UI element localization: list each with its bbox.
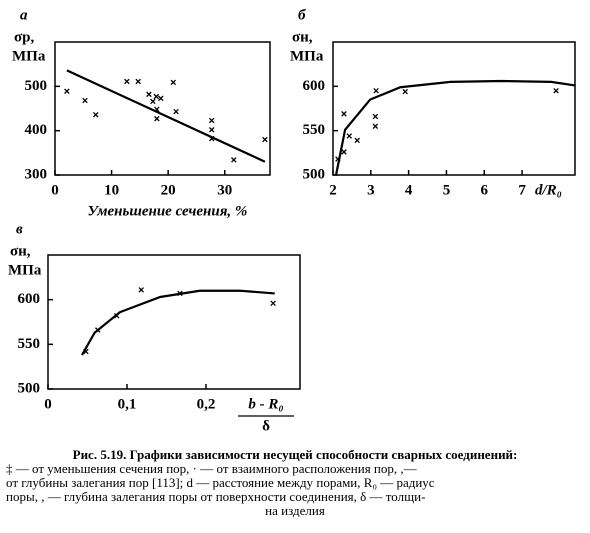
plot-frame: [47, 254, 301, 390]
x-tick-label: 7: [518, 182, 526, 198]
y-label: σр,: [14, 29, 35, 45]
x-tick-label: 0: [51, 182, 59, 198]
x-tick-label: 4: [405, 182, 413, 198]
data-point: [335, 156, 341, 162]
y-unit: МПа: [290, 48, 324, 64]
data-point: [553, 88, 559, 94]
data-point: [154, 115, 160, 122]
data-point: [83, 348, 89, 355]
caption-line: от глубины залегания пор [113]; d — расс…: [6, 475, 435, 490]
curve: [334, 79, 576, 176]
data-point: [150, 98, 156, 105]
x-label-denominator: δ: [262, 418, 270, 434]
plot-frame: [332, 41, 576, 176]
data-point: [341, 111, 347, 117]
data-point: [372, 123, 379, 129]
curve: [66, 69, 266, 163]
y-tick-label: 500: [303, 166, 326, 182]
curve: [81, 289, 275, 356]
x-tick-label: 5: [443, 182, 451, 198]
data-point: [135, 78, 141, 85]
x-tick-label: 3: [367, 182, 375, 198]
y-tick-label: 300: [25, 166, 48, 182]
x-label: d/R₀: [535, 182, 562, 198]
y-label: σн,: [10, 243, 31, 259]
data-point: [262, 136, 268, 143]
data-point: [354, 137, 360, 144]
x-tick-label: 10: [104, 182, 119, 198]
x-tick-label: 2: [329, 182, 337, 198]
data-point: [231, 157, 237, 163]
data-point: [270, 300, 276, 306]
data-point: [341, 149, 347, 155]
x-tick-label: 0,2: [197, 396, 216, 412]
data-point: [208, 135, 215, 142]
x-label: Уменьшение сечения, %: [88, 203, 248, 219]
data-point: [372, 113, 379, 120]
x-tick-label: 6: [481, 182, 489, 198]
x-tick-label: 0: [44, 396, 52, 412]
data-point: [146, 91, 152, 98]
data-point: [92, 111, 99, 118]
data-point: [95, 327, 101, 333]
caption-line: ‡ — от уменьшения сечения пор, · — от вз…: [6, 461, 417, 476]
x-tick-label: 30: [217, 182, 232, 198]
x-tick-label: 0,1: [118, 396, 137, 412]
caption: Рис. 5.19. Графики зависимости несущей с…: [6, 448, 584, 518]
y-label: σн,: [292, 29, 313, 45]
data-point: [82, 97, 88, 104]
data-point: [153, 93, 160, 100]
data-point: [208, 127, 215, 133]
y-tick-label: 550: [18, 336, 41, 352]
panel-label: в: [16, 221, 23, 237]
plot-frame: [54, 41, 271, 176]
y-tick-label: 500: [18, 380, 41, 396]
panel-label: б: [298, 7, 306, 23]
x-tick-label: 20: [161, 182, 176, 198]
data-point: [138, 287, 144, 293]
x-label-numerator: b - R₀: [248, 396, 283, 412]
y-tick-label: 500: [25, 78, 48, 94]
data-point: [64, 88, 70, 94]
y-tick-label: 600: [18, 291, 41, 307]
data-point: [113, 312, 120, 319]
data-point: [373, 88, 379, 94]
data-point: [158, 95, 164, 102]
data-point: [173, 108, 179, 115]
data-point: [170, 79, 177, 86]
data-point: [124, 78, 130, 85]
panel-label: а: [20, 7, 28, 23]
data-point: [154, 106, 160, 113]
y-tick-label: 400: [25, 122, 48, 138]
data-point: [346, 133, 353, 139]
caption-line: поры, , — глубина залегания поры от пове…: [6, 489, 426, 504]
y-tick-label: 550: [303, 122, 326, 138]
data-point: [177, 290, 183, 297]
y-tick-label: 600: [303, 78, 326, 94]
data-point: [208, 117, 215, 124]
caption-title: Рис. 5.19. Графики зависимости несущей с…: [72, 447, 518, 462]
caption-line: на изделия: [265, 503, 325, 518]
data-point: [402, 88, 408, 95]
y-unit: МПа: [12, 48, 46, 64]
y-unit: МПа: [8, 262, 42, 278]
